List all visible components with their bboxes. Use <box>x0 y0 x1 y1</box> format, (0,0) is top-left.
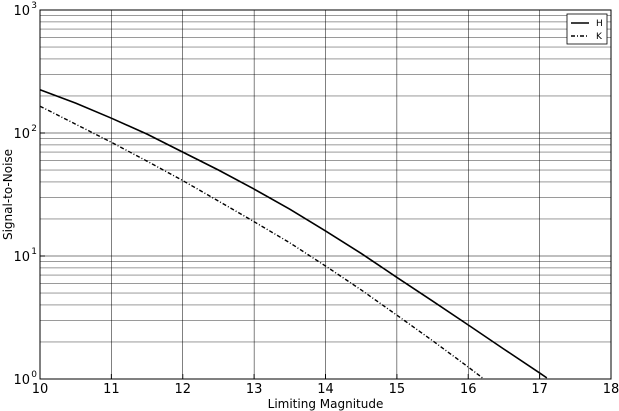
x-tick-label: 13 <box>246 382 263 397</box>
legend-label-k: K <box>596 32 603 42</box>
x-tick-label: 16 <box>460 382 477 397</box>
x-tick-label: 15 <box>389 382 406 397</box>
legend-label-h: H <box>596 19 603 29</box>
x-axis-label: Limiting Magnitude <box>268 397 384 411</box>
x-axis-ticks: 10 11 12 13 14 15 16 17 18 <box>32 374 619 397</box>
y-tick-label: 10 <box>13 4 30 19</box>
series-line-h <box>39 88 548 379</box>
y-tick-exponent: 3 <box>31 1 37 11</box>
x-tick-label: 11 <box>103 382 120 397</box>
y-tick-label: 10 <box>13 250 30 265</box>
series-layer <box>39 88 548 379</box>
y-tick-exponent: 0 <box>31 370 37 380</box>
y-tick-exponent: 1 <box>31 247 37 257</box>
x-tick-label: 12 <box>174 382 191 397</box>
y-tick-exponent: 2 <box>31 124 37 134</box>
x-tick-label: 18 <box>603 382 619 397</box>
y-tick-label: 10 <box>13 127 30 142</box>
legend-box <box>566 13 608 45</box>
x-tick-label: 10 <box>32 382 49 397</box>
series-line-k <box>39 105 483 379</box>
legend: HK <box>566 13 608 45</box>
y-axis-label: Signal-to-Noise <box>1 149 15 240</box>
grid <box>39 10 612 380</box>
y-tick-label: 10 <box>13 373 30 388</box>
x-tick-label: 17 <box>531 382 548 397</box>
x-tick-label: 14 <box>317 382 334 397</box>
